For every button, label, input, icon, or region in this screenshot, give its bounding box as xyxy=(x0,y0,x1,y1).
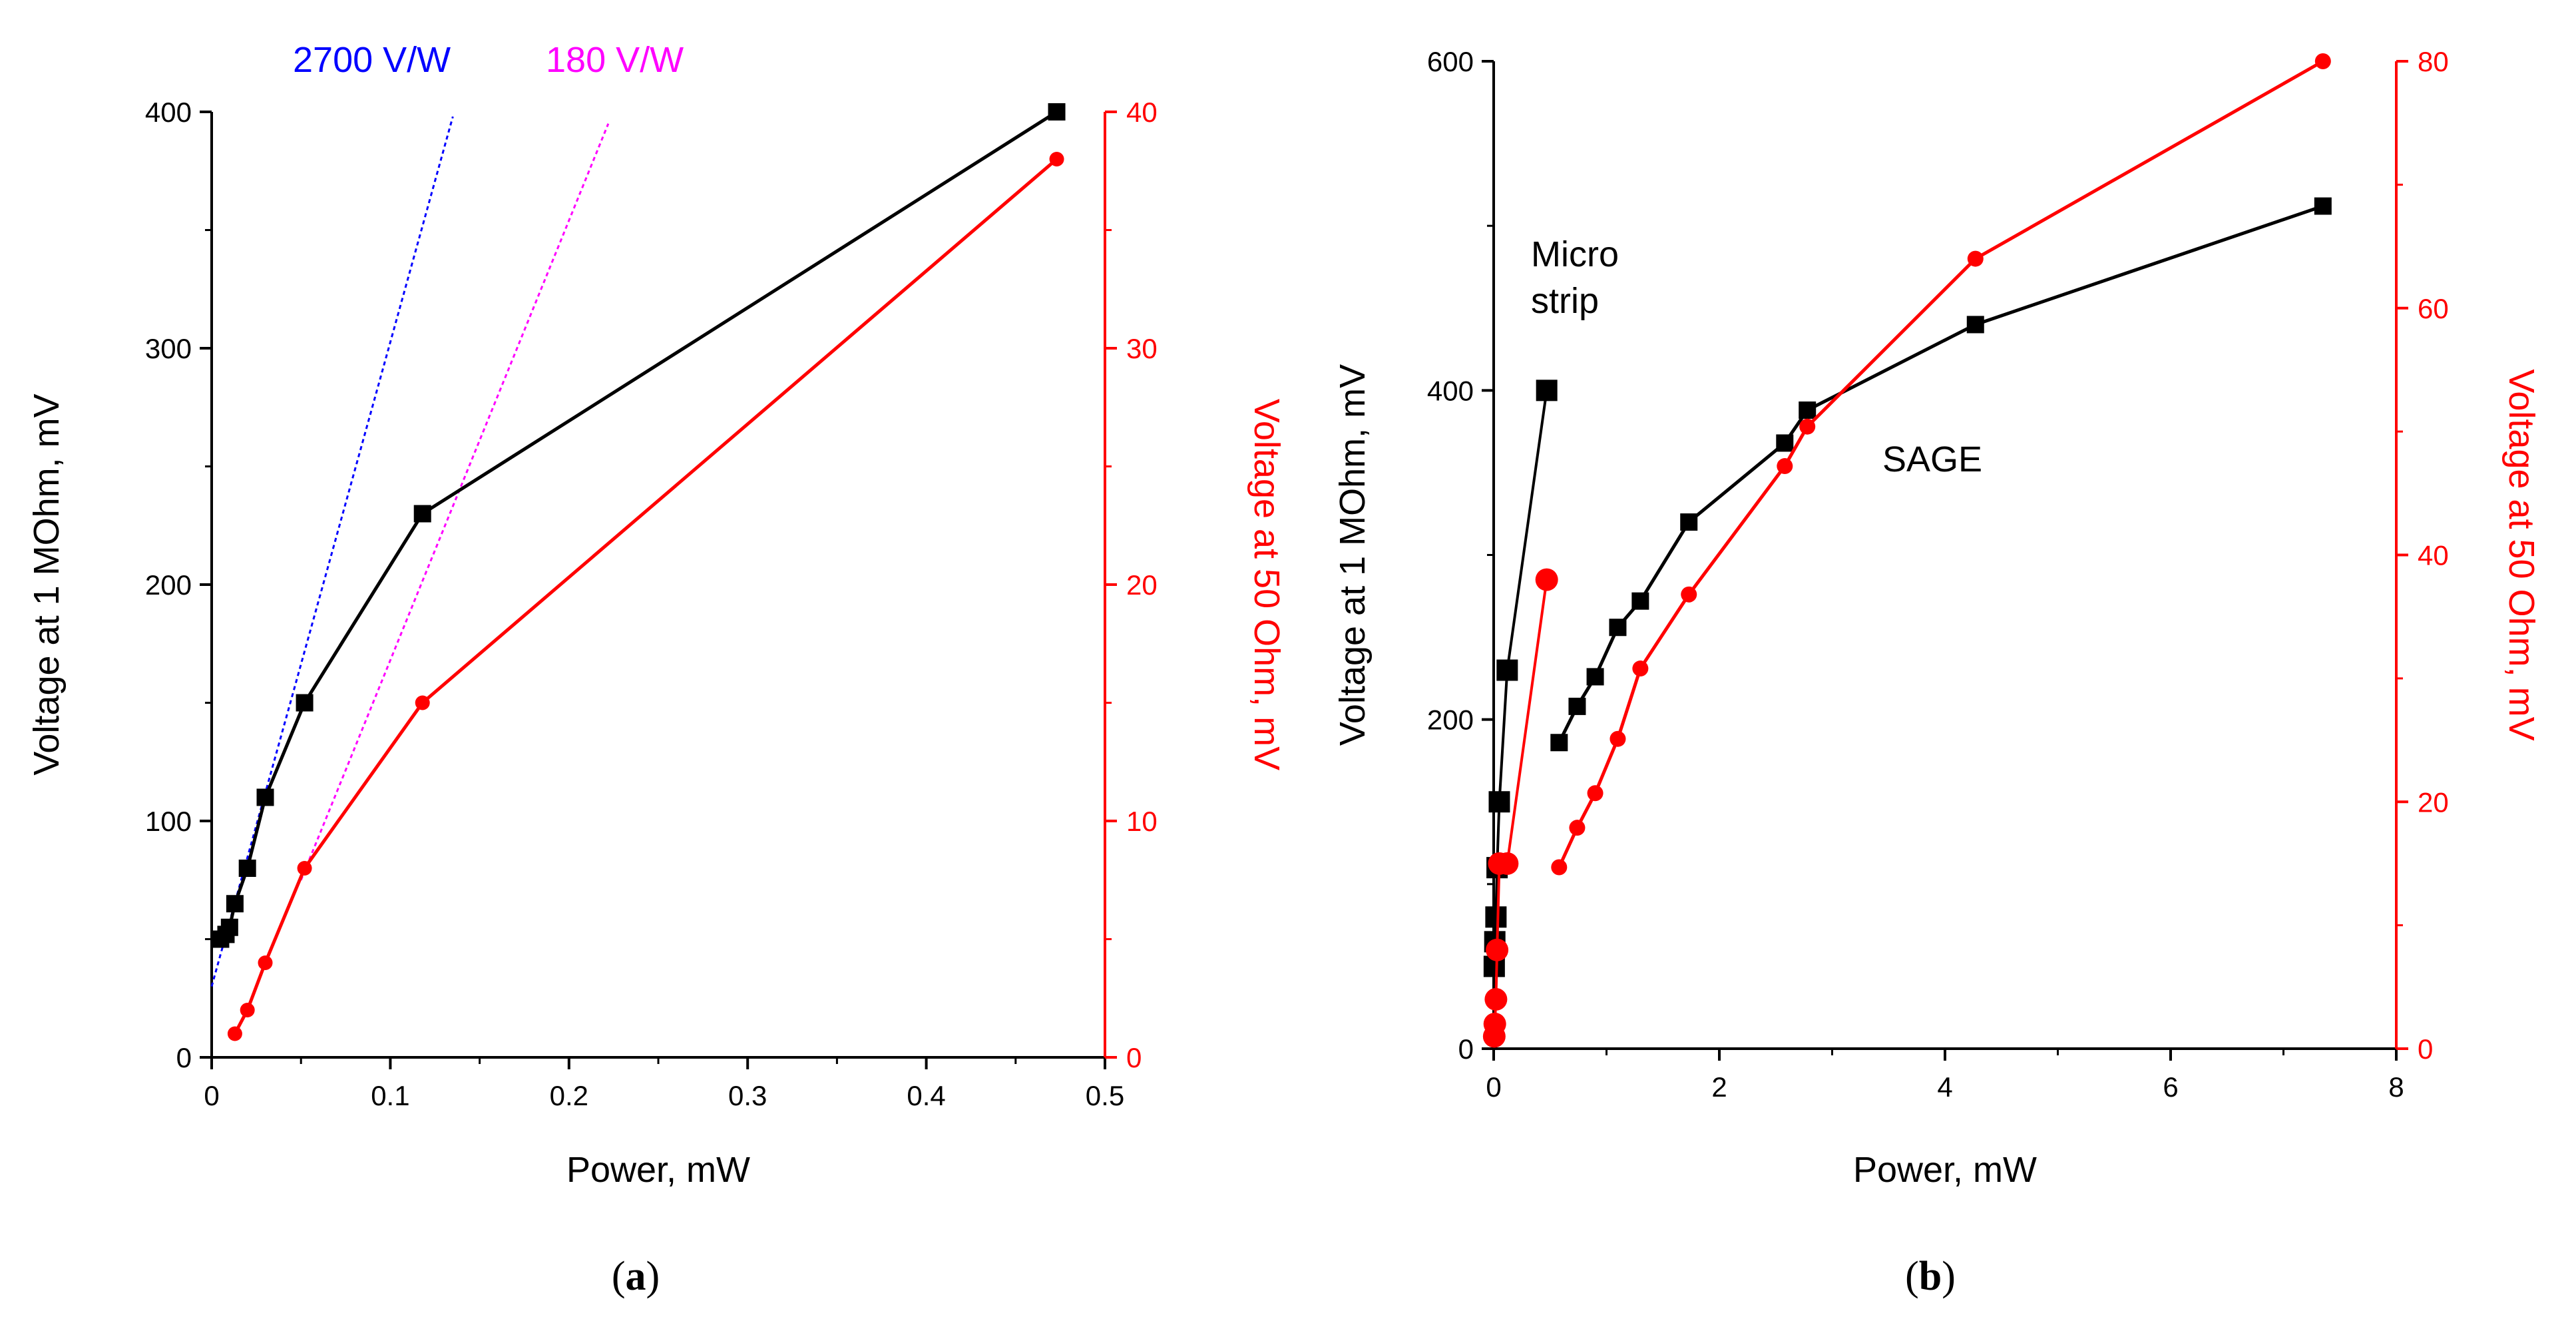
y-tick-label-right: 30 xyxy=(1126,333,1158,364)
y-tick-label-right: 10 xyxy=(1126,806,1158,837)
fit-line-label: 180 V/W xyxy=(546,40,684,80)
data-point-circle xyxy=(1535,568,1558,591)
fit-line xyxy=(210,116,454,987)
data-point-square xyxy=(1568,697,1586,715)
data-point-square xyxy=(1586,668,1604,686)
data-point-circle xyxy=(1496,852,1519,875)
data-point-circle xyxy=(1483,1012,1506,1035)
data-point-square xyxy=(1550,734,1568,752)
x-axis-label: Power, mW xyxy=(566,1150,750,1190)
data-point-square xyxy=(1048,103,1066,121)
y-tick-label-left: 200 xyxy=(1427,704,1474,736)
y-tick-label-right: 20 xyxy=(2418,786,2449,818)
data-point-circle xyxy=(415,695,430,710)
y-tick-label-right: 0 xyxy=(2418,1033,2433,1065)
series-line xyxy=(233,158,1058,1035)
x-axis-label: Power, mW xyxy=(1853,1150,2037,1190)
x-tick-label: 0 xyxy=(1486,1071,1501,1103)
x-tick-label: 0.5 xyxy=(1086,1080,1124,1111)
data-point-square xyxy=(1485,906,1507,928)
data-point-square xyxy=(413,505,431,523)
x-tick-label: 6 xyxy=(2163,1071,2178,1103)
annotation: SAGE xyxy=(1882,439,1982,479)
y-axis-label-left: Voltage at 1 MOhm, mV xyxy=(1333,364,1373,746)
y-tick-label-left: 400 xyxy=(1427,375,1474,406)
data-point-square xyxy=(1799,401,1817,419)
y-tick-label-left: 200 xyxy=(145,569,192,601)
data-point-circle xyxy=(1799,418,1816,435)
panel-a: 0 0.1 0.2 0.3 0.4 0.50100200300400010203040Po… xyxy=(27,40,1287,1299)
data-point-circle xyxy=(2314,53,2331,69)
y-tick-label-right: 80 xyxy=(2418,46,2449,77)
data-point-circle xyxy=(1777,458,1793,475)
data-point-circle xyxy=(1587,785,1604,802)
y-tick-label-left: 100 xyxy=(145,806,192,837)
series-line xyxy=(1558,204,2324,744)
data-point-square xyxy=(1488,791,1510,813)
y-tick-label-right: 20 xyxy=(1126,569,1158,601)
data-point-circle xyxy=(1486,938,1509,961)
y-axis-label-left: Voltage at 1 MOhm, mV xyxy=(27,394,67,775)
data-point-square xyxy=(1966,316,1984,334)
x-tick-label: 0.3 xyxy=(728,1080,767,1111)
data-point-circle xyxy=(1569,820,1586,836)
fit-line-label: 2700 V/W xyxy=(293,40,451,80)
data-point-square xyxy=(220,918,238,936)
annotation: strip xyxy=(1531,281,1599,321)
data-point-square xyxy=(1776,434,1794,452)
y-axis-label-right: Voltage at 50 Ohm, mV xyxy=(2501,369,2541,740)
panel-label: (a) xyxy=(612,1254,660,1299)
data-point-square xyxy=(238,860,256,877)
data-point-square xyxy=(1631,592,1649,610)
x-tick-label: 8 xyxy=(2388,1071,2404,1103)
x-tick-label: 0.1 xyxy=(371,1080,409,1111)
data-point-circle xyxy=(227,1026,242,1041)
x-tick-label: 0 xyxy=(204,1080,219,1111)
annotation: Micro xyxy=(1531,234,1619,274)
data-point-circle xyxy=(1967,250,1984,267)
y-tick-label-left: 300 xyxy=(145,333,192,364)
y-tick-label-right: 40 xyxy=(1126,97,1158,128)
data-point-circle xyxy=(1049,152,1064,166)
data-point-circle xyxy=(240,1003,255,1017)
series-line xyxy=(1558,59,2324,868)
y-tick-label-left: 400 xyxy=(145,97,192,128)
y-tick-label-left: 600 xyxy=(1427,46,1474,77)
data-point-square xyxy=(1496,659,1518,681)
y-axis-label-right: Voltage at 50 Ohm, mV xyxy=(1247,399,1287,770)
data-point-square xyxy=(256,788,274,806)
data-point-circle xyxy=(297,861,312,876)
x-tick-label: 2 xyxy=(1711,1071,1727,1103)
y-tick-label-left: 0 xyxy=(1458,1033,1474,1065)
data-point-circle xyxy=(258,955,273,970)
data-point-square xyxy=(226,895,244,913)
data-point-square xyxy=(1536,380,1558,401)
fit-line xyxy=(300,123,610,881)
data-point-circle xyxy=(1484,987,1508,1011)
y-tick-label-left: 0 xyxy=(176,1042,192,1073)
data-point-circle xyxy=(1551,859,1568,876)
data-point-circle xyxy=(1632,661,1649,677)
panel-label: (b) xyxy=(1905,1254,1956,1299)
x-tick-label: 4 xyxy=(1937,1071,1952,1103)
y-tick-label-right: 0 xyxy=(1126,1042,1142,1073)
y-tick-label-right: 60 xyxy=(2418,293,2449,324)
data-point-circle xyxy=(1681,586,1697,603)
data-point-square xyxy=(1680,513,1698,531)
x-tick-label: 0.2 xyxy=(550,1080,588,1111)
data-point-square xyxy=(1609,619,1627,637)
data-point-square xyxy=(296,694,314,712)
data-point-square xyxy=(2314,197,2332,215)
x-tick-label: 0.4 xyxy=(907,1080,945,1111)
series-line xyxy=(219,110,1058,941)
y-tick-label-right: 40 xyxy=(2418,540,2449,571)
data-point-circle xyxy=(1610,730,1626,747)
